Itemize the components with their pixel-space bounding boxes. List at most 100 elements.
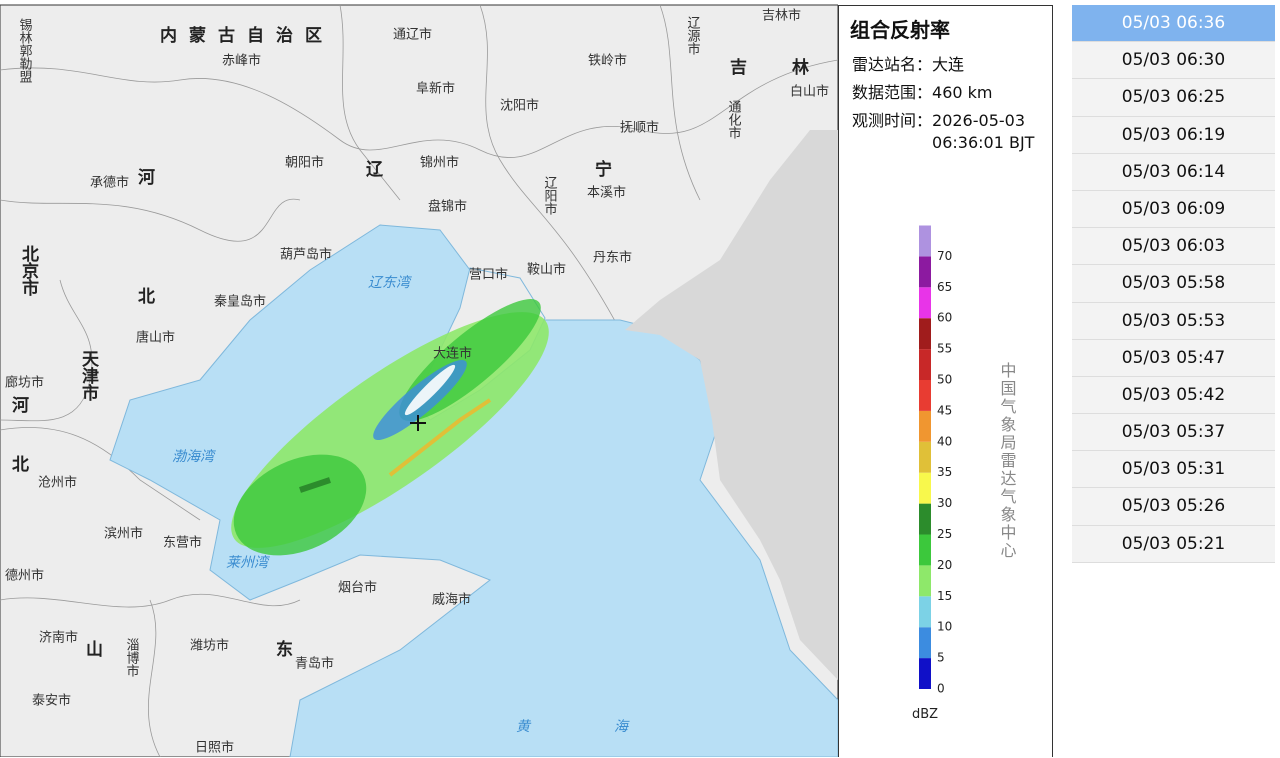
map-label: 通化市 xyxy=(726,100,742,139)
time-item[interactable]: 05/03 06:30 xyxy=(1072,42,1275,80)
time-item[interactable]: 05/03 06:25 xyxy=(1072,79,1275,117)
label: 数据范围： xyxy=(852,83,933,102)
map-label: 德州市 xyxy=(5,568,44,584)
map-label: 天津市 xyxy=(78,350,99,401)
water-label: 黄 xyxy=(516,719,532,735)
time-item[interactable]: 05/03 06:09 xyxy=(1072,190,1275,229)
map-label: 青岛市 xyxy=(295,656,334,672)
time-item[interactable]: 05/03 06:36 xyxy=(1072,5,1275,43)
map-label: 锡林郭勒盟 xyxy=(17,18,33,83)
map-label: 济南市 xyxy=(39,630,78,646)
map-label: 泰安市 xyxy=(32,693,71,709)
map-label: 东营市 xyxy=(163,535,202,551)
label: 雷达站名： xyxy=(852,55,933,74)
map-label: 威海市 xyxy=(432,592,471,608)
legend-swatch xyxy=(919,287,931,319)
korea xyxy=(625,130,838,680)
time-item[interactable]: 05/03 06:03 xyxy=(1072,228,1275,266)
legend-swatch xyxy=(919,472,931,504)
map-label: 潍坊市 xyxy=(190,638,229,654)
map-label: 沧州市 xyxy=(38,475,77,491)
map-label: 本溪市 xyxy=(587,185,626,201)
water-label: 辽东湾 xyxy=(368,275,412,291)
legend-swatch xyxy=(919,627,931,659)
map-label: 辽阳市 xyxy=(542,176,558,215)
map-label: 唐山市 xyxy=(136,330,175,346)
map-label: 秦皇岛市 xyxy=(214,294,266,310)
map-label: 大连市 xyxy=(433,346,472,362)
legend-swatch xyxy=(919,410,931,442)
time-item[interactable]: 05/03 05:31 xyxy=(1072,451,1275,489)
legend-label: 20 xyxy=(937,558,952,572)
map-label: 滨州市 xyxy=(104,526,143,542)
map-label: 吉 xyxy=(730,58,747,78)
legend: dBZ 中国气象局雷达气象中心 0 5 10 15 20 25 30 35 40 45 50 55 60… xyxy=(912,225,1017,722)
time-item[interactable]: 05/03 05:37 xyxy=(1072,414,1275,452)
map-label: 林 xyxy=(792,57,809,78)
legend-label: 60 xyxy=(937,311,952,325)
radar-site xyxy=(410,415,426,431)
map-label: 东 xyxy=(276,639,293,660)
map-label: 北 xyxy=(138,287,155,307)
legend-label: 50 xyxy=(937,373,952,387)
map-label: 承德市 xyxy=(90,175,129,191)
map-label: 北 xyxy=(12,455,29,475)
map-label: 营口市 xyxy=(469,267,508,283)
time-item[interactable]: 05/03 05:26 xyxy=(1072,488,1275,526)
legend-label: 15 xyxy=(937,589,952,603)
legend-swatch xyxy=(919,349,931,380)
time-item[interactable]: 05/03 05:53 xyxy=(1072,302,1275,340)
time-item[interactable]: 05/03 05:21 xyxy=(1072,525,1275,563)
map-label: 鞍山市 xyxy=(527,262,566,278)
value: 06:36:01 BJT xyxy=(932,133,1035,152)
legend-label: 25 xyxy=(937,527,952,541)
legend-swatch xyxy=(919,256,931,288)
legend-label: 40 xyxy=(937,434,952,448)
legend-swatch xyxy=(919,380,931,411)
map-label: 锦州市 xyxy=(420,155,459,171)
legend-label: 35 xyxy=(937,465,952,479)
legend-label: 5 xyxy=(937,651,945,665)
map-label: 河 xyxy=(138,168,155,188)
map-label: 烟台市 xyxy=(338,580,377,596)
value: 2026-05-03 xyxy=(932,111,1025,130)
map-label: 盘锦市 xyxy=(428,199,467,215)
radar-echo xyxy=(231,299,549,556)
map-label: 赤峰市 xyxy=(222,53,261,69)
map-label: 抚顺市 xyxy=(620,120,659,136)
legend-swatch xyxy=(919,596,931,628)
time-item[interactable]: 05/03 05:58 xyxy=(1072,265,1275,303)
legend-label: 55 xyxy=(937,342,952,356)
map-label: 河 xyxy=(12,396,29,416)
water-label: 渤海湾 xyxy=(172,449,216,465)
map-label: 山 xyxy=(86,640,103,660)
legend-swatch xyxy=(919,225,931,257)
map-label: 白山市 xyxy=(790,84,829,100)
time-item[interactable]: 05/03 06:14 xyxy=(1072,153,1275,191)
map-label: 通辽市 xyxy=(393,27,432,43)
map-label: 辽源市 xyxy=(685,16,701,55)
time-item[interactable]: 05/03 06:19 xyxy=(1072,116,1275,154)
legend-swatch xyxy=(919,565,931,597)
time-item[interactable]: 05/03 05:42 xyxy=(1072,376,1275,415)
value: 460 km xyxy=(932,83,993,102)
legend-label: 30 xyxy=(937,496,952,510)
borders xyxy=(0,4,838,757)
legend-swatch xyxy=(919,534,931,566)
map-label: 日照市 xyxy=(195,740,234,756)
legend-label: 65 xyxy=(937,280,952,294)
map-label: 朝阳市 xyxy=(285,155,324,171)
time-item[interactable]: 05/03 05:47 xyxy=(1072,339,1275,377)
map-label: 铁岭市 xyxy=(588,53,627,69)
credit: 中国气象局雷达气象中心 xyxy=(998,362,1017,560)
info-panel: 组合反射率 雷达站名：大连 数据范围：460 km 观测时间： 2026-05-0… xyxy=(838,5,1053,757)
legend-swatch xyxy=(919,441,931,473)
map-label: 宁 xyxy=(595,159,612,180)
range-row: 数据范围：460 km xyxy=(852,82,993,104)
time-row: 观测时间： 2026-05-03 06:36:01 BJT xyxy=(852,110,1034,154)
value: 大连 xyxy=(932,55,965,74)
legend-swatch xyxy=(919,318,931,350)
panel-title: 组合反射率 xyxy=(850,18,950,42)
legend-label: 45 xyxy=(937,403,952,417)
